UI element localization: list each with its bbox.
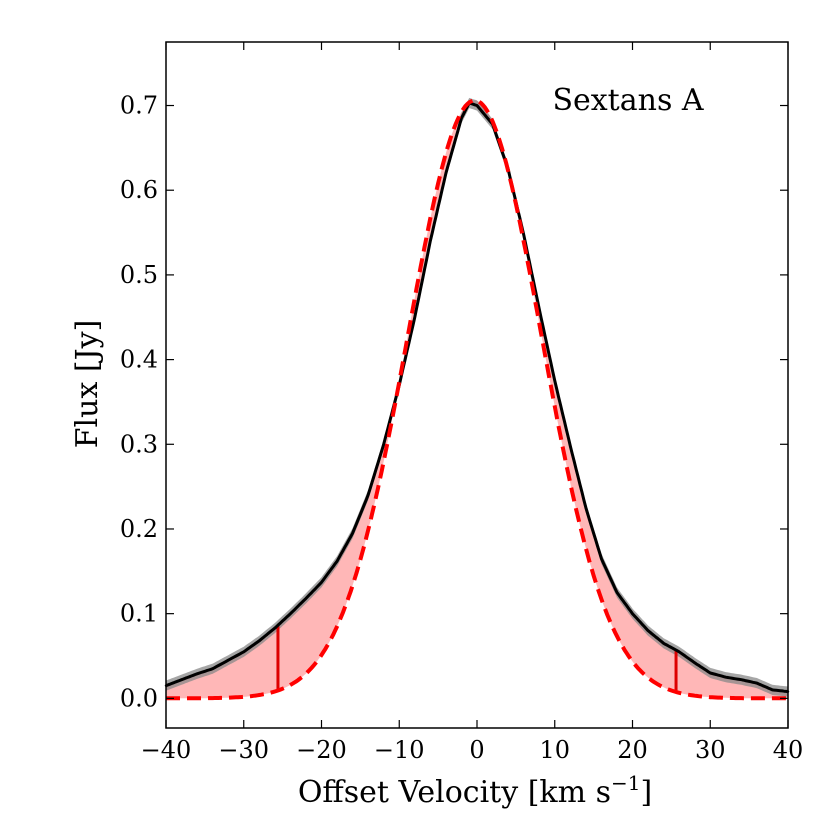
observed-point [724, 675, 727, 679]
observed-point [755, 681, 759, 685]
x-tick-label: −30 [218, 736, 269, 764]
observed-point [413, 316, 416, 319]
x-tick-label: 30 [695, 736, 726, 764]
observed-point [693, 661, 696, 664]
y-tick-label: 0.5 [120, 261, 158, 289]
observed-point [771, 688, 774, 692]
observed-point [304, 597, 308, 600]
observed-point [351, 532, 354, 535]
chart-annotation: Sextans A [552, 83, 703, 118]
observed-point [709, 671, 712, 675]
observed-point [258, 639, 261, 642]
x-axis-label-exponent: −1 [611, 771, 640, 795]
observed-point [600, 557, 603, 560]
observed-point [584, 506, 588, 510]
y-tick-label: 0.2 [120, 515, 158, 543]
y-tick-label: 0.0 [120, 684, 158, 712]
observed-point [289, 612, 292, 615]
y-tick-label: 0.7 [120, 92, 158, 120]
observed-point [242, 650, 245, 653]
observed-point [553, 379, 556, 382]
observed-point [195, 672, 199, 675]
observed-point [662, 642, 665, 645]
observed-point [211, 667, 214, 670]
y-tick-label: 0.6 [120, 176, 158, 204]
observed-point [366, 493, 370, 497]
y-tick-label: 0.4 [120, 346, 158, 374]
x-tick-label: −40 [141, 736, 192, 764]
observed-point [522, 233, 525, 236]
observed-point [677, 650, 681, 653]
observed-point [335, 559, 339, 563]
x-tick-label: 40 [773, 736, 804, 764]
observed-point [227, 659, 230, 662]
observed-point [444, 172, 448, 175]
observed-point [631, 612, 634, 615]
x-tick-label: 0 [469, 736, 484, 764]
observed-point [646, 629, 650, 632]
x-axis-label-text: Offset Velocity [km s [298, 775, 611, 810]
observed-point [320, 581, 323, 584]
y-axis-label: Flux [Jy] [70, 320, 105, 449]
observed-point [429, 239, 432, 243]
observed-point [569, 444, 572, 448]
x-axis-label: Offset Velocity [km s−1] [298, 771, 652, 810]
observed-point [460, 117, 463, 120]
x-axis-label-end: ] [640, 775, 652, 810]
x-tick-label: 20 [617, 736, 648, 764]
observed-point [382, 443, 385, 446]
observed-point [180, 678, 183, 681]
ticks: −40 −30 −20 −10 0 10 20 30 40 0.0 0.1 0.2 0.3 0.4 0.5 0… [120, 42, 803, 764]
x-tick-label: 10 [539, 736, 570, 764]
observed-point [475, 104, 479, 107]
y-tick-label: 0.3 [120, 430, 158, 458]
observed-point [615, 591, 619, 594]
y-tick-label: 0.1 [120, 600, 158, 628]
x-tick-label: −20 [296, 736, 347, 764]
x-tick-label: −10 [374, 736, 425, 764]
observed-point [273, 626, 277, 630]
observed-point [740, 678, 743, 681]
